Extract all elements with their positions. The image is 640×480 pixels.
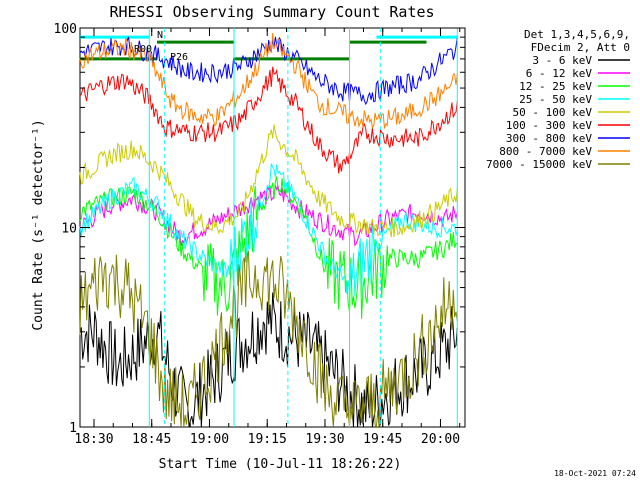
series-line-4 <box>79 124 458 238</box>
legend: Det 1,3,4,5,6,9, FDecim 2, Att 0 3 - 6 k… <box>486 28 630 171</box>
y-tick-label-2: 100 <box>54 22 77 37</box>
legend-header-line-2: FDecim 2, Att 0 <box>531 41 630 54</box>
legend-label-6: 300 - 800 keV <box>506 132 592 145</box>
x-axis: 18:30 18:45 19:00 19:15 19:30 19:45 20:00 <box>74 28 461 447</box>
legend-header-line-1: Det 1,3,4,5,6,9, <box>524 28 630 41</box>
series-lines <box>79 32 458 429</box>
series-line-6 <box>79 36 458 106</box>
y-tick-label-0: 1 <box>69 421 77 436</box>
x-tick-label-4: 19:30 <box>305 432 344 447</box>
series-line-2 <box>79 176 458 319</box>
y-axis: 1 10 100 <box>54 22 465 436</box>
annotation-decimation: R00 <box>134 44 152 55</box>
x-tick-label-3: 19:15 <box>248 432 287 447</box>
series-line-5 <box>79 66 458 174</box>
legend-label-4: 50 - 100 keV <box>513 106 593 119</box>
legend-label-1: 6 - 12 keV <box>526 67 593 80</box>
legend-label-2: 12 - 25 keV <box>519 80 592 93</box>
footer-timestamp: 18-Oct-2021 07:24 <box>554 469 636 478</box>
y-axis-label: Count Rate (s⁻¹ detector⁻¹) <box>31 119 46 330</box>
legend-label-0: 3 - 6 keV <box>532 54 592 67</box>
series-line-7 <box>79 32 458 130</box>
series-line-3 <box>79 163 458 297</box>
y-tick-label-1: 10 <box>61 222 77 237</box>
legend-label-7: 800 - 7000 keV <box>499 145 592 158</box>
chart-title: RHESSI Observing Summary Count Rates <box>109 3 434 21</box>
series-line-8 <box>79 250 458 429</box>
annotation-attenuator: N <box>157 30 163 41</box>
legend-label-3: 25 - 50 keV <box>519 93 592 106</box>
legend-label-5: 100 - 300 keV <box>506 119 592 132</box>
x-tick-label-1: 18:45 <box>132 432 171 447</box>
annotation-saa: P26 <box>170 52 188 63</box>
legend-label-8: 7000 - 15000 keV <box>486 158 592 171</box>
x-tick-label-2: 19:00 <box>190 432 229 447</box>
x-axis-label: Start Time (10-Jul-11 18:26:22) <box>159 457 402 472</box>
x-tick-label-5: 19:45 <box>363 432 402 447</box>
x-tick-label-0: 18:30 <box>74 432 113 447</box>
x-tick-label-6: 20:00 <box>421 432 460 447</box>
